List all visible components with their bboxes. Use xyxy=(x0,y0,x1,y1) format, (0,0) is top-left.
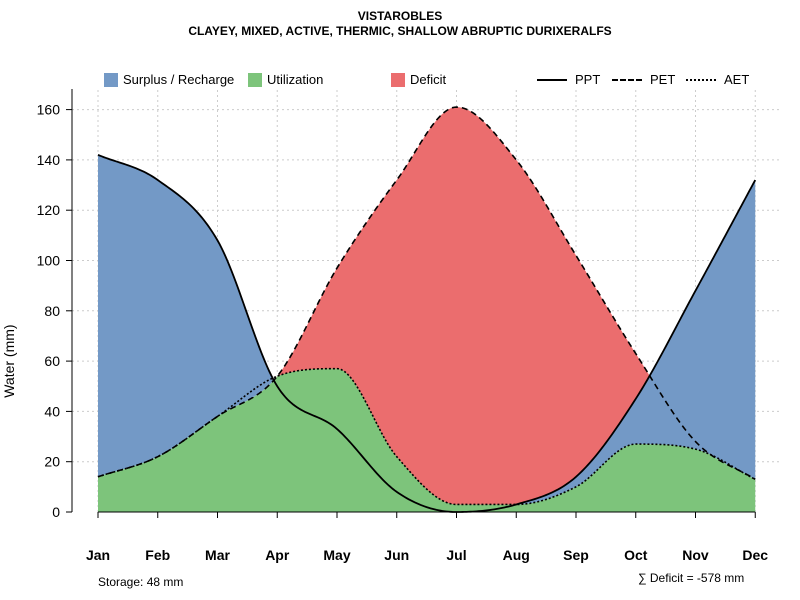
y-tick-label: 80 xyxy=(44,303,60,319)
deficit-note: ∑ Deficit = -578 mm xyxy=(638,571,745,585)
legend-ppt-line xyxy=(537,78,567,81)
deficit-area xyxy=(98,107,756,512)
legend-surplus-swatch xyxy=(104,72,118,87)
pet-line xyxy=(97,106,756,480)
y-tick-label: 0 xyxy=(52,504,60,520)
legend-aet-line xyxy=(686,78,716,81)
storage-note: Storage: 48 mm xyxy=(98,575,184,589)
legend-deficit-label: Deficit xyxy=(410,72,447,87)
y-tick-label: 160 xyxy=(37,102,61,118)
x-tick-label: Feb xyxy=(145,547,170,563)
legend-pet-label: PET xyxy=(650,72,676,87)
legend-pet: PET xyxy=(612,72,675,87)
legend-deficit: Deficit xyxy=(391,72,446,87)
x-tick-label: Aug xyxy=(503,547,530,563)
x-tick-label: Nov xyxy=(682,547,709,563)
legend-surplus: Surplus / Recharge xyxy=(104,72,234,87)
y-tick-label: 40 xyxy=(44,403,60,419)
legend-deficit-swatch xyxy=(391,72,405,87)
chart-subtitle: CLAYEY, MIXED, ACTIVE, THERMIC, SHALLOW … xyxy=(188,24,612,38)
y-tick-label: 20 xyxy=(44,454,60,470)
legend-aet-label: AET xyxy=(724,72,750,87)
legend-aet: AET xyxy=(686,72,749,87)
y-tick-label: 100 xyxy=(37,253,61,269)
legend-ppt: PPT xyxy=(537,72,600,87)
x-tick-label: Dec xyxy=(742,547,768,563)
x-tick-label: Oct xyxy=(624,547,648,563)
legend-utilization-label: Utilization xyxy=(267,72,324,87)
x-tick-label: Mar xyxy=(205,547,230,563)
surplus-area xyxy=(98,154,756,505)
y-tick-label: 140 xyxy=(37,152,61,168)
legend-utilization: Utilization xyxy=(248,72,323,87)
y-axis-label: Water (mm) xyxy=(1,324,17,397)
y-tick-label: 60 xyxy=(44,353,60,369)
legend-utilization-swatch xyxy=(248,72,262,87)
x-tick-label: Jan xyxy=(86,547,110,563)
legend-surplus-label: Surplus / Recharge xyxy=(123,72,235,87)
x-tick-label: Apr xyxy=(265,547,290,563)
x-tick-label: Sep xyxy=(563,547,589,563)
legend-ppt-label: PPT xyxy=(575,72,601,87)
ppt-line xyxy=(97,154,757,513)
y-tick-label: 120 xyxy=(37,202,61,218)
x-tick-label: Jul xyxy=(446,547,466,563)
chart-title: VISTAROBLES xyxy=(357,9,443,23)
aet-line xyxy=(97,367,756,506)
x-tick-label: Jun xyxy=(384,547,409,563)
x-tick-label: May xyxy=(323,547,350,563)
legend-pet-line xyxy=(612,78,642,81)
